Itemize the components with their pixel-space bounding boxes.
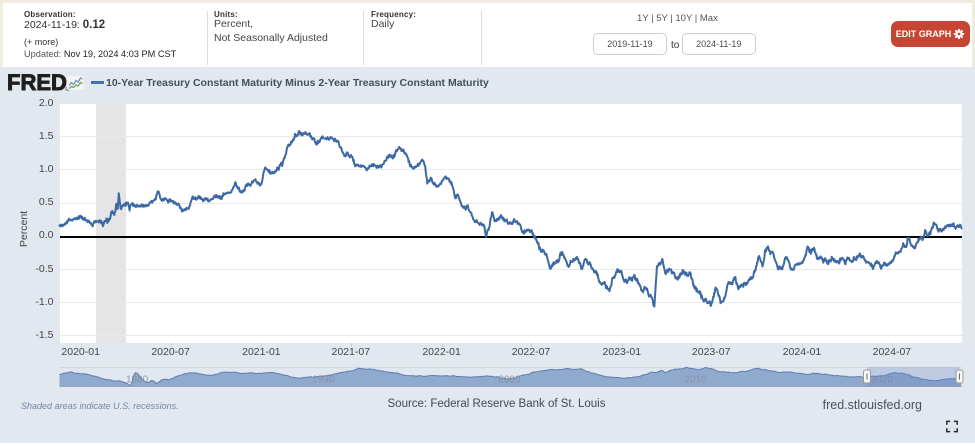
svg-text:2000: 2000: [498, 375, 521, 386]
svg-text:1990: 1990: [312, 375, 335, 386]
svg-text:1980: 1980: [126, 375, 149, 386]
svg-text:2020: 2020: [870, 375, 893, 386]
svg-text:2010: 2010: [684, 375, 707, 386]
